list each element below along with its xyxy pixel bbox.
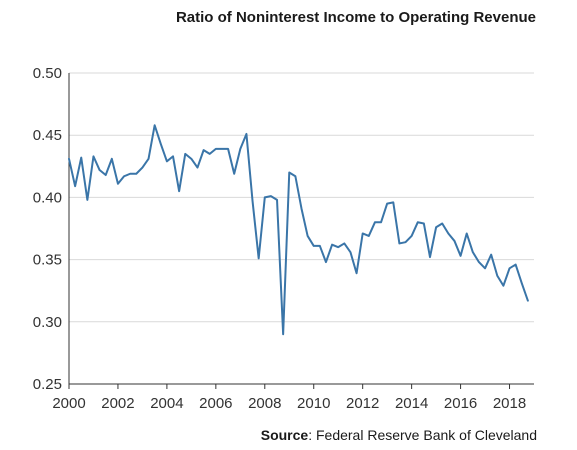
grid-lines [69,72,534,323]
x-tick-label: 2016 [444,395,477,412]
source-text: : Federal Reserve Bank of Cleveland [308,427,537,443]
y-tick-label: 0.30 [33,314,62,331]
source-label: Source [261,427,309,443]
y-tick-label: 0.45 [33,127,62,144]
x-tick-label: 2010 [297,395,330,412]
x-tick-label: 2002 [101,395,134,412]
x-tick-label: 2004 [150,395,183,412]
y-tick-labels: 0.25 0.30 0.35 0.40 0.45 0.50 [33,65,62,393]
y-tick-label: 0.35 [33,252,62,269]
x-tick-label: 2012 [346,395,379,412]
x-tick-label: 2018 [493,395,526,412]
y-tick-label: 0.50 [33,65,62,82]
y-tick-label: 0.40 [33,189,62,206]
series-line-0 [68,124,529,336]
chart-axes [68,73,534,389]
chart-title: Ratio of Noninterest Income to Operating… [176,9,536,26]
x-tick-label: 2000 [52,395,85,412]
x-tick-label: 2008 [248,395,281,412]
series-layer [68,124,529,336]
y-tick-label: 0.25 [33,376,62,393]
x-tick-label: 2014 [395,395,428,412]
x-tick-label: 2006 [199,395,232,412]
x-tick-labels: 2000 2002 2004 2006 2008 2010 2012 2014 2016 2018 [52,395,526,412]
source-note: Source: Federal Reserve Bank of Clevelan… [261,427,537,443]
